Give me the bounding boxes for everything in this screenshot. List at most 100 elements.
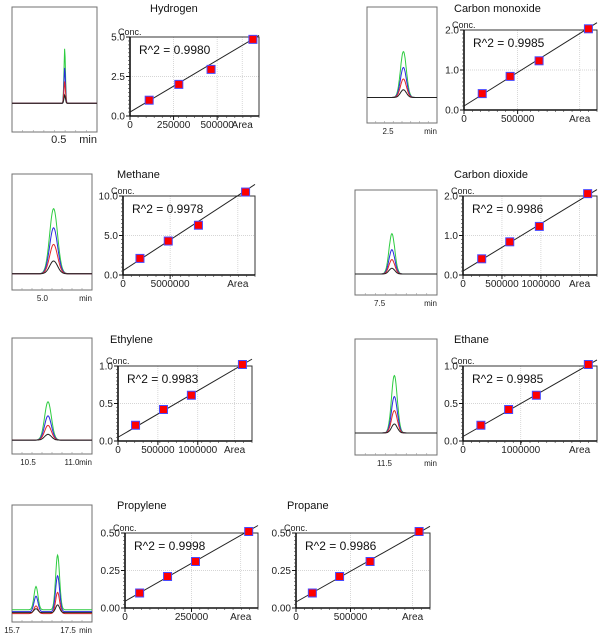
x-axis-label: Area [224,445,246,456]
panel-ethane: 11.5 min 0.0 0.5 1.0 0 1000000 Area Conc. R^2 = 0… [354,338,598,468]
calibration-plot: 0.0 0.5 1.0 0 500000 1000000 Area Conc. R^2 = 0.… [99,356,253,456]
r-squared-annotation: R^2 = 0.9980 [139,43,211,57]
chromatogram-tick-label: 15.7 [4,626,20,635]
x-tick-label: 250000 [157,120,191,131]
data-point [583,189,593,199]
x-tick-label: 0 [127,120,133,131]
y-tick-label: 0.00 [272,604,292,615]
x-axis-label: Area [230,612,252,623]
regression-line [122,183,256,272]
data-point [163,572,173,581]
x-axis-label: Area [569,279,591,290]
panel-methane: 5.0 min 0.0 5.0 10.0 0 5000000 Area Conc. R^2 = 0… [11,173,256,303]
x-tick-label: 0 [460,279,466,290]
chromatogram-frame [11,504,93,623]
chromatogram-tick-label: 11.0 [65,458,81,467]
x-tick-label: 1000000 [521,279,560,290]
chromatogram-tick-label: 7.5 [374,299,386,308]
x-tick-label: 0 [120,279,126,290]
calibration-plot: 0.0 5.0 10.0 0 5000000 Area Conc. R^2 = 0.9978 [99,183,256,290]
panel-propylene: 15.7 17.5 min 0.00 0.25 0.50 0 250000 Area Conc. R… [4,504,259,635]
chromatogram-trace-standard-4 [12,604,92,614]
chromatogram-axis-label: min [424,459,437,468]
x-tick-label: 0 [122,612,128,623]
chromatogram-frame [366,6,438,124]
x-tick-label: 0 [293,612,299,623]
x-axis-label: Area [569,114,591,125]
y-tick-label: 2.0 [445,26,459,37]
chromatogram-frame [11,6,98,133]
data-point [414,527,424,536]
chromatogram: 11.5 min [354,338,438,468]
y-axis-label: Conc. [451,356,475,366]
data-point [534,221,544,231]
chart-title: Methane [117,169,160,181]
data-point [237,360,247,369]
calibration-plot: 0.0 1.0 2.0 0 500000 Area Conc. R^2 = 0.9985 [445,20,598,125]
chromatogram-tick-label: 0.5 [51,134,66,146]
chart-title: Ethylene [110,334,153,346]
y-tick-label: 2.0 [444,192,458,203]
x-tick-label: 5000000 [151,279,190,290]
calibration-plot: 0.00 0.25 0.50 0 250000 Area Conc. R^2 = 0.9998 [101,523,259,623]
y-axis-label: Conc. [284,523,308,533]
chromatogram-axis-label: min [424,127,437,136]
data-point [144,95,154,105]
chart-title: Carbon dioxide [454,169,528,181]
y-tick-label: 1.0 [445,66,459,77]
r-squared-annotation: R^2 = 0.9978 [132,202,204,216]
r-squared-annotation: R^2 = 0.9983 [127,372,199,386]
regression-line [295,525,431,603]
chromatogram: 15.7 17.5 min [4,504,93,635]
calibration-plot: 0.0 0.5 1.0 0 1000000 Area Conc. R^2 = 0.9985 [444,356,598,456]
chart-title: Propane [287,500,329,512]
y-tick-label: 0.25 [272,566,292,577]
panel-carbon-dioxide: 7.5 min 0.0 1.0 2.0 0 500000 1000000 Area Conc. R^… [354,186,598,308]
data-point [477,254,487,264]
panel-propane: 0.00 0.25 0.50 0 500000 Area Conc. R^2 = 0.9986 [272,523,431,623]
data-point [476,420,486,430]
chromatogram-trace-standard-4 [355,267,437,275]
r-squared-annotation: R^2 = 0.9985 [472,372,544,386]
y-tick-label: 0.0 [104,271,118,282]
data-point [135,253,145,263]
chromatogram-trace-standard-1 [12,553,92,611]
y-axis-label: Conc. [452,20,476,30]
data-point [190,557,200,566]
chromatogram-frame [11,337,93,455]
y-tick-label: 10.0 [99,192,119,203]
data-point [335,572,345,581]
data-point [193,220,203,230]
chromatogram-trace-standard-4 [355,423,437,434]
y-tick-label: 5.0 [111,33,125,44]
data-point [534,56,544,66]
data-point [186,390,196,400]
data-point [135,588,145,598]
chromatogram-axis-label: min [79,458,92,467]
chromatogram-tick-label: 11.5 [377,459,393,468]
y-tick-label: 0.50 [272,529,292,540]
panel-carbon-monoxide: 2.5 min 0.0 1.0 2.0 0 500000 Area Conc. R^2 = 0.9… [366,6,598,136]
chromatogram: 7.5 min [354,189,438,308]
data-point [505,71,515,81]
chromatogram-tick-label: 10.5 [20,458,36,467]
chart-title: Ethane [454,334,489,346]
data-point [131,420,141,430]
x-axis-label: Area [402,612,424,623]
y-tick-label: 0.0 [99,437,113,448]
x-axis-label: Area [227,279,249,290]
chromatogram-trace-standard-4 [12,93,97,104]
chromatogram-tick-label: 2.5 [382,127,394,136]
chart-title: Hydrogen [150,3,198,15]
x-axis-label: Area [232,120,254,131]
x-axis-label: Area [569,445,591,456]
y-tick-label: 1.0 [99,362,113,373]
chromatogram-trace-standard-4 [12,260,92,275]
y-tick-label: 5.0 [104,231,118,242]
chromatogram: 2.5 min [366,6,438,136]
data-point [206,64,216,74]
y-tick-label: 0.0 [444,437,458,448]
